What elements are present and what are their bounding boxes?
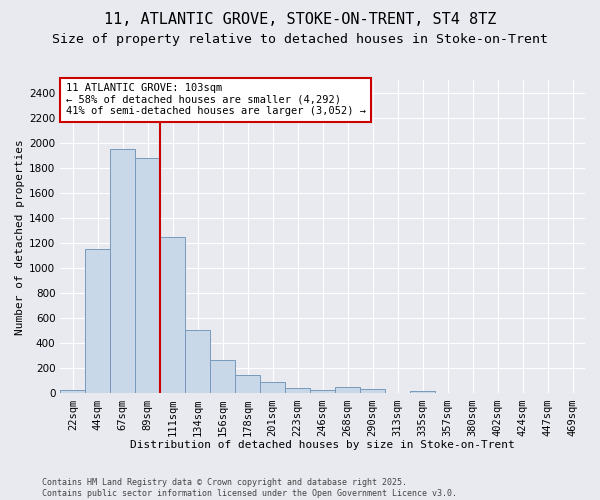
Bar <box>335 387 360 394</box>
Text: Contains HM Land Registry data © Crown copyright and database right 2025.
Contai: Contains HM Land Registry data © Crown c… <box>42 478 457 498</box>
Text: 11, ATLANTIC GROVE, STOKE-ON-TRENT, ST4 8TZ: 11, ATLANTIC GROVE, STOKE-ON-TRENT, ST4 … <box>104 12 496 28</box>
Bar <box>210 360 235 394</box>
Bar <box>285 388 310 394</box>
Bar <box>110 149 135 394</box>
Bar <box>135 158 160 394</box>
Bar <box>185 330 210 394</box>
Text: 11 ATLANTIC GROVE: 103sqm
← 58% of detached houses are smaller (4,292)
41% of se: 11 ATLANTIC GROVE: 103sqm ← 58% of detac… <box>65 83 365 116</box>
Bar <box>410 391 435 394</box>
X-axis label: Distribution of detached houses by size in Stoke-on-Trent: Distribution of detached houses by size … <box>130 440 515 450</box>
Bar <box>235 376 260 394</box>
Bar <box>310 390 335 394</box>
Y-axis label: Number of detached properties: Number of detached properties <box>15 139 25 334</box>
Bar <box>85 250 110 394</box>
Bar <box>60 390 85 394</box>
Bar <box>360 389 385 394</box>
Bar <box>260 382 285 394</box>
Text: Size of property relative to detached houses in Stoke-on-Trent: Size of property relative to detached ho… <box>52 32 548 46</box>
Bar <box>160 236 185 394</box>
